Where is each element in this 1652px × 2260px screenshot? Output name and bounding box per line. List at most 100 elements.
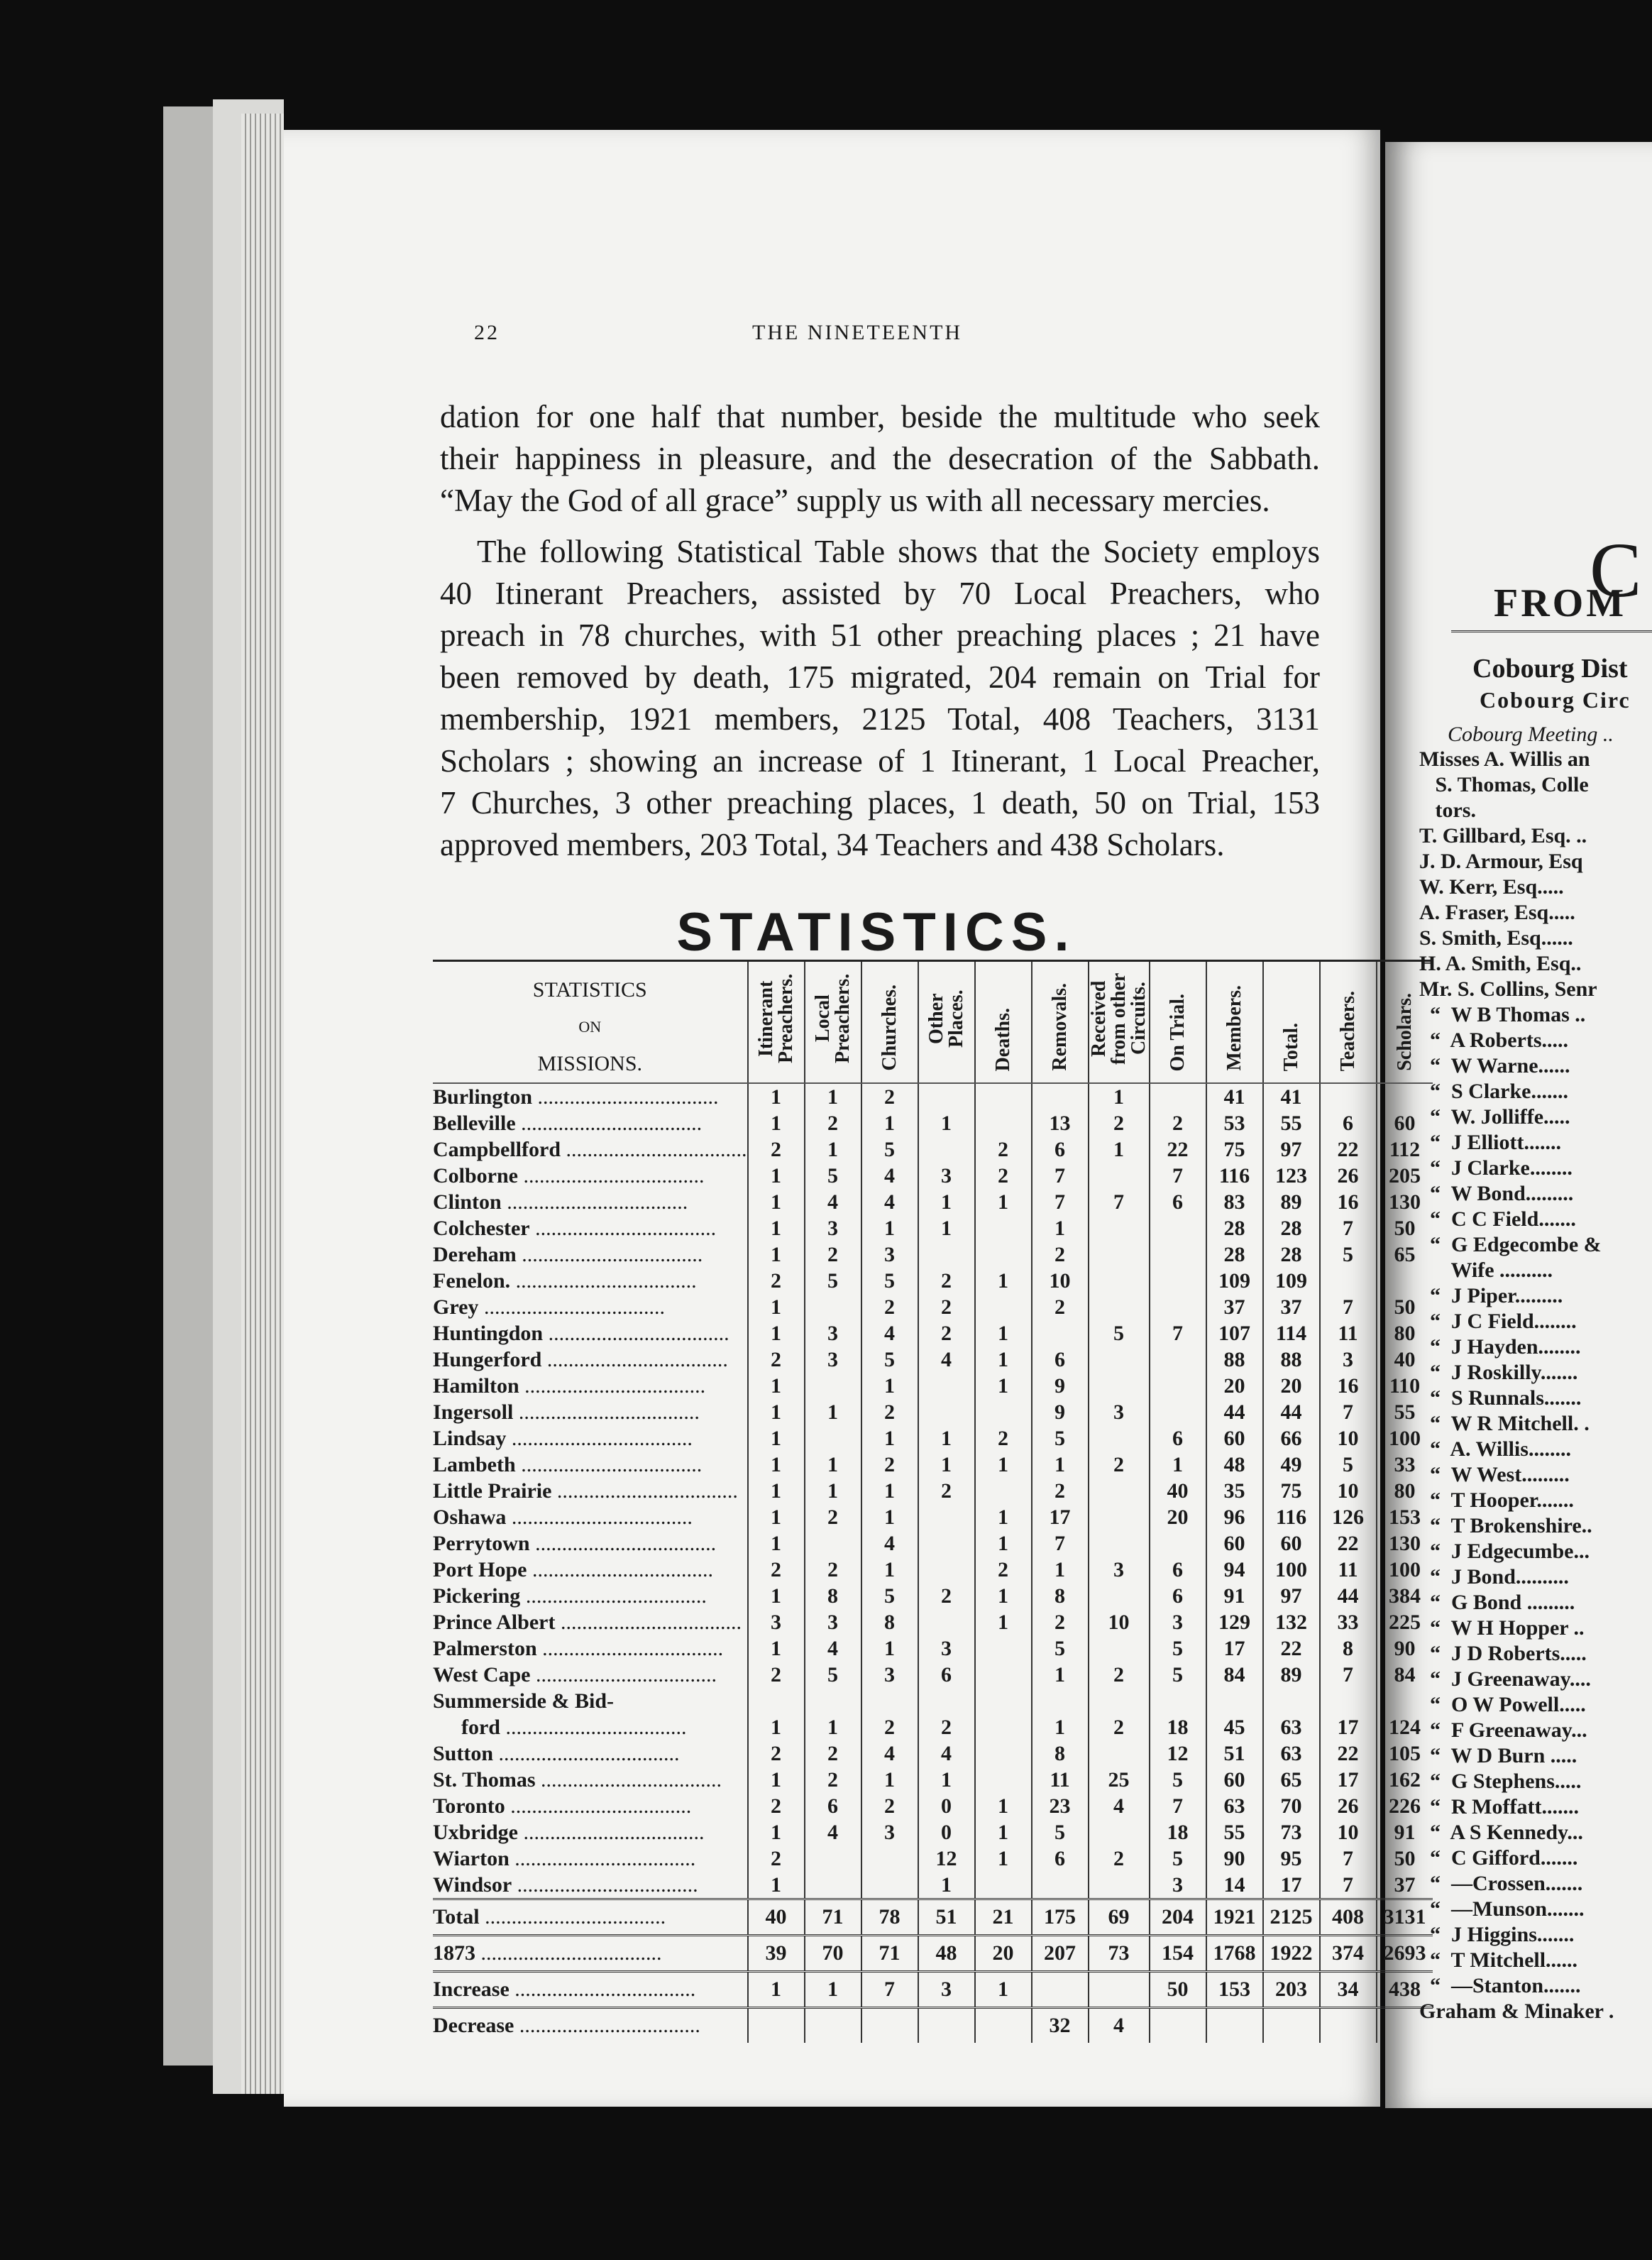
value-cell xyxy=(1375,2007,1433,2043)
value-cell: 37 xyxy=(1375,1872,1433,1899)
value-cell: 3 xyxy=(1087,1557,1150,1583)
value-cell: 5 xyxy=(1030,1425,1089,1452)
value-cell: 2 xyxy=(974,1557,1032,1583)
value-cell: 11 xyxy=(1030,1767,1089,1793)
value-cell: 100 xyxy=(1375,1425,1433,1452)
value-cell xyxy=(1148,1530,1206,1557)
mission-name-cell: Little Prairie xyxy=(433,1478,748,1504)
value-cell: 0 xyxy=(917,1819,975,1845)
value-cell xyxy=(1262,2007,1320,2043)
value-cell xyxy=(974,1714,1032,1740)
mission-name: Windsor xyxy=(433,1873,698,1897)
mission-name: Pickering xyxy=(433,1584,707,1608)
value-cell: 4 xyxy=(917,1346,975,1373)
value-cell: 2 xyxy=(1148,1110,1206,1136)
value-cell: 1 xyxy=(747,1452,805,1478)
value-cell: 41 xyxy=(1262,1083,1320,1110)
value-cell: 2 xyxy=(803,1740,861,1767)
column-header: Members. xyxy=(1205,960,1263,1084)
column-header-label: Members. xyxy=(1223,985,1245,1071)
value-cell: 204 xyxy=(1148,1898,1206,1936)
value-cell: 1 xyxy=(917,1452,975,1478)
table-row: Grey12223737750 xyxy=(433,1294,1433,1320)
value-cell: 89 xyxy=(1262,1662,1320,1688)
subscriber-entry: “ C Gifford....... xyxy=(1419,1846,1578,1870)
value-cell: 22 xyxy=(1148,1136,1206,1163)
column-header: Received from other Circuits. xyxy=(1087,960,1150,1084)
value-cell: 2 xyxy=(1030,1609,1089,1635)
value-cell: 2 xyxy=(860,1793,918,1819)
table-row: Colchester131112828750 xyxy=(433,1215,1433,1241)
value-cell: 49 xyxy=(1262,1452,1320,1478)
value-cell: 114 xyxy=(1262,1320,1320,1346)
value-cell: 162 xyxy=(1375,1767,1433,1793)
value-cell xyxy=(1262,1688,1320,1714)
value-cell: 94 xyxy=(1205,1557,1263,1583)
subscriber-entry: “ W R Mitchell. . xyxy=(1419,1412,1590,1435)
value-cell: 7 xyxy=(1318,1845,1377,1872)
value-cell: 50 xyxy=(1148,1970,1206,2008)
mission-name-cell: Fenelon. xyxy=(433,1268,748,1294)
subscriber-entry: Graham & Minaker . xyxy=(1419,2000,1614,2023)
value-cell: 6 xyxy=(1030,1346,1089,1373)
value-cell: 25 xyxy=(1087,1767,1150,1793)
value-cell: 0 xyxy=(917,1793,975,1819)
value-cell: 89 xyxy=(1262,1189,1320,1215)
circuit-heading: Cobourg Circ xyxy=(1480,687,1631,713)
value-cell: 10 xyxy=(1318,1425,1377,1452)
value-cell: 3 xyxy=(1087,1399,1150,1425)
statistics-heading: STATISTICS. xyxy=(676,902,1076,962)
table-row: Lindsay111256606610100 xyxy=(433,1425,1433,1452)
column-header: Scholars. xyxy=(1375,960,1433,1084)
table-row: Summerside & Bid- xyxy=(433,1688,1433,1714)
mission-name: Lambeth xyxy=(433,1453,702,1476)
value-cell: 3 xyxy=(917,1635,975,1662)
value-cell: 3 xyxy=(803,1609,861,1635)
value-cell xyxy=(974,1083,1032,1110)
value-cell xyxy=(974,1688,1032,1714)
subscriber-entry: “ W H Hopper .. xyxy=(1419,1616,1585,1640)
value-cell: 2 xyxy=(1030,1478,1089,1504)
value-cell: 4 xyxy=(1087,1793,1150,1819)
subscriber-entry: “ W West......... xyxy=(1419,1463,1570,1486)
value-cell: 75 xyxy=(1262,1478,1320,1504)
column-header-label: Local Preachers. xyxy=(811,973,854,1064)
table-row: St. Thomas121111255606517162 xyxy=(433,1767,1433,1793)
value-cell xyxy=(974,1767,1032,1793)
value-cell: 6 xyxy=(917,1662,975,1688)
mission-name-cell: Port Hope xyxy=(433,1557,748,1583)
value-cell: 1 xyxy=(1030,1557,1089,1583)
value-cell xyxy=(1087,1819,1150,1845)
page-edges xyxy=(163,106,213,2066)
value-cell: 1 xyxy=(1030,1452,1089,1478)
value-cell: 28 xyxy=(1205,1215,1263,1241)
value-cell: 6 xyxy=(1030,1845,1089,1872)
value-cell: 1 xyxy=(974,1530,1032,1557)
value-cell: 2693 xyxy=(1375,1934,1433,1972)
value-cell: 20 xyxy=(1205,1373,1263,1399)
table-row: Uxbridge1430151855731091 xyxy=(433,1819,1433,1845)
value-cell xyxy=(974,1399,1032,1425)
value-cell: 3131 xyxy=(1375,1898,1433,1936)
value-cell: 2 xyxy=(974,1425,1032,1452)
mission-name: Total xyxy=(433,1905,666,1929)
value-cell: 3 xyxy=(1318,1346,1377,1373)
value-cell: 2 xyxy=(860,1714,918,1740)
value-cell xyxy=(917,1504,975,1530)
right-big-letter: C xyxy=(1590,527,1642,613)
value-cell: 14 xyxy=(1205,1872,1263,1899)
value-cell: 12 xyxy=(1148,1740,1206,1767)
value-cell: 1 xyxy=(860,1425,918,1452)
subscriber-entry: “ —Crossen....... xyxy=(1419,1872,1583,1895)
value-cell: 22 xyxy=(1262,1635,1320,1662)
table-row: Colborne154327711612326205 xyxy=(433,1163,1433,1189)
value-cell: 55 xyxy=(1205,1819,1263,1845)
mission-name: Summerside & Bid- xyxy=(433,1689,614,1713)
value-cell: 44 xyxy=(1262,1399,1320,1425)
mission-name-cell: Hamilton xyxy=(433,1373,748,1399)
column-header-label: Scholars. xyxy=(1393,993,1416,1071)
value-cell xyxy=(1087,1373,1150,1399)
value-cell: 28 xyxy=(1262,1215,1320,1241)
subscriber-entry: tors. xyxy=(1419,799,1476,822)
